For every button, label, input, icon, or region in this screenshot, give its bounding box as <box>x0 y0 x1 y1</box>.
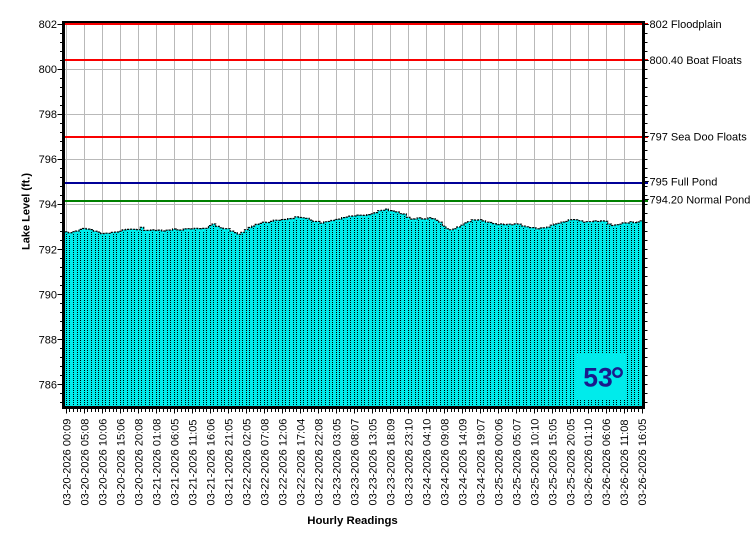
svg-text:03-21-2026 21:05: 03-21-2026 21:05 <box>223 419 235 506</box>
svg-text:794.20 Normal Pond: 794.20 Normal Pond <box>650 195 750 207</box>
svg-text:03-25-2026 20:05: 03-25-2026 20:05 <box>565 419 577 506</box>
svg-text:03-22-2026 02:05: 03-22-2026 02:05 <box>241 419 253 506</box>
svg-text:03-22-2026 07:08: 03-22-2026 07:08 <box>259 419 271 506</box>
svg-text:03-24-2026 14:09: 03-24-2026 14:09 <box>457 419 469 506</box>
svg-text:03-20-2026 10:06: 03-20-2026 10:06 <box>98 419 110 506</box>
svg-text:795 Full Pond: 795 Full Pond <box>650 177 718 189</box>
svg-text:03-23-2026 13:05: 03-23-2026 13:05 <box>367 419 379 506</box>
svg-text:03-25-2026 10:10: 03-25-2026 10:10 <box>529 419 541 506</box>
svg-text:03-20-2026 15:06: 03-20-2026 15:06 <box>116 419 128 506</box>
svg-text:03-20-2026 05:08: 03-20-2026 05:08 <box>80 419 92 506</box>
svg-text:03-25-2026 00:06: 03-25-2026 00:06 <box>493 419 505 506</box>
svg-text:03-26-2026 11:08: 03-26-2026 11:08 <box>619 419 631 505</box>
svg-text:03-25-2026 05:07: 03-25-2026 05:07 <box>511 419 523 506</box>
svg-text:03-23-2026 18:09: 03-23-2026 18:09 <box>385 419 397 506</box>
svg-text:03-24-2026 04:10: 03-24-2026 04:10 <box>421 419 433 506</box>
svg-text:Hourly Readings: Hourly Readings <box>307 515 398 527</box>
svg-text:03-21-2026 11:05: 03-21-2026 11:05 <box>188 419 200 505</box>
svg-text:03-21-2026 06:05: 03-21-2026 06:05 <box>170 419 182 506</box>
svg-text:03-24-2026 09:08: 03-24-2026 09:08 <box>439 419 451 506</box>
svg-text:03-20-2026 00:09: 03-20-2026 00:09 <box>62 419 74 506</box>
svg-text:03-26-2026 01:10: 03-26-2026 01:10 <box>583 419 595 506</box>
svg-text:797 Sea Doo Floats: 797 Sea Doo Floats <box>650 132 748 144</box>
svg-text:790: 790 <box>39 289 57 301</box>
svg-text:03-25-2026 15:05: 03-25-2026 15:05 <box>547 419 559 506</box>
svg-text:03-22-2026 22:08: 03-22-2026 22:08 <box>313 419 325 506</box>
svg-text:800.40 Boat Floats: 800.40 Boat Floats <box>650 55 743 67</box>
svg-text:53: 53 <box>583 363 612 393</box>
svg-text:03-23-2026 08:07: 03-23-2026 08:07 <box>349 419 361 506</box>
svg-text:786: 786 <box>39 380 57 392</box>
svg-text:03-22-2026 12:06: 03-22-2026 12:06 <box>277 419 289 506</box>
svg-text:03-22-2026 17:04: 03-22-2026 17:04 <box>295 419 307 506</box>
svg-text:03-23-2026 23:10: 03-23-2026 23:10 <box>403 419 415 506</box>
svg-text:788: 788 <box>39 334 57 346</box>
svg-text:03-26-2026 06:06: 03-26-2026 06:06 <box>601 419 613 506</box>
svg-text:03-24-2026 19:07: 03-24-2026 19:07 <box>475 419 487 506</box>
svg-text:802 Floodplain: 802 Floodplain <box>650 19 722 31</box>
svg-text:03-26-2026 16:05: 03-26-2026 16:05 <box>637 419 649 506</box>
svg-text:794: 794 <box>39 199 57 211</box>
svg-text:03-21-2026 16:06: 03-21-2026 16:06 <box>206 419 218 506</box>
svg-text:800: 800 <box>39 64 57 76</box>
svg-text:Lake Level (ft.): Lake Level (ft.) <box>21 173 33 250</box>
svg-text:03-23-2026 03:05: 03-23-2026 03:05 <box>331 419 343 506</box>
svg-text:798: 798 <box>39 109 57 121</box>
svg-text:792: 792 <box>39 244 57 256</box>
svg-text:03-20-2026 20:08: 03-20-2026 20:08 <box>134 419 146 506</box>
svg-text:03-21-2026 01:08: 03-21-2026 01:08 <box>152 419 164 506</box>
svg-text:796: 796 <box>39 154 57 166</box>
svg-text:802: 802 <box>39 19 57 31</box>
